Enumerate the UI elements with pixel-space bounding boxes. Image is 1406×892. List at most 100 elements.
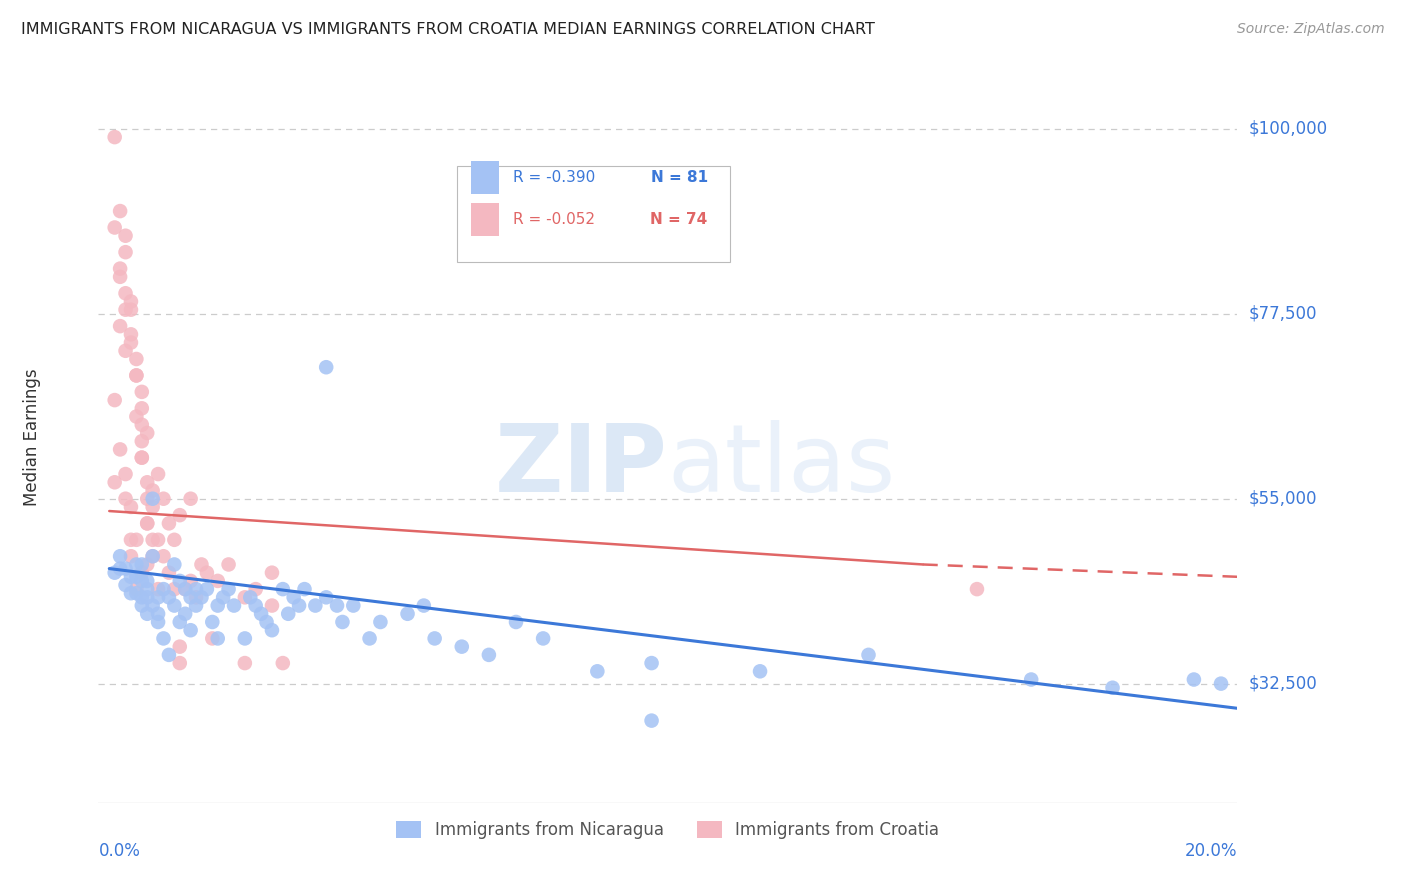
Point [131,384,153,399]
Point [294,582,316,596]
Point [104,393,127,408]
Point [114,302,136,317]
Point [412,599,434,613]
Point [169,656,191,670]
Point [190,591,212,605]
Point [108,269,131,284]
Point [332,615,354,629]
Point [450,640,472,654]
Point [114,491,136,506]
Point [233,591,256,605]
Point [174,582,197,596]
Point [152,582,174,596]
Point [114,467,136,481]
Point [120,500,142,514]
Point [114,561,136,575]
Point [260,599,283,613]
Point [131,434,153,449]
Point [136,491,159,506]
Point [125,582,148,596]
Point [136,591,159,605]
Point [146,607,169,621]
Point [125,533,148,547]
Point [163,582,186,596]
Point [1209,676,1232,690]
Point [146,615,169,629]
Point [131,574,153,588]
Point [180,491,202,506]
Point [1019,673,1042,687]
Point [169,574,191,588]
Point [218,558,240,572]
Point [142,549,165,564]
Point [120,327,142,342]
Text: IMMIGRANTS FROM NICARAGUA VS IMMIGRANTS FROM CROATIA MEDIAN EARNINGS CORRELATION: IMMIGRANTS FROM NICARAGUA VS IMMIGRANTS … [21,22,875,37]
Point [271,582,294,596]
Point [136,425,159,440]
Point [245,599,267,613]
Point [201,615,224,629]
Point [104,475,127,490]
Point [131,401,153,416]
Point [326,599,349,613]
Point [146,591,169,605]
Point [207,574,229,588]
Point [288,599,311,613]
Point [169,508,191,523]
Point [640,656,662,670]
Point [152,491,174,506]
Point [239,591,262,605]
Point [125,586,148,600]
Point [304,599,326,613]
Point [195,582,218,596]
Point [396,607,419,621]
Point [142,500,165,514]
Point [131,450,153,465]
Point [163,558,186,572]
Point [858,648,880,662]
Point [114,228,136,243]
Point [136,516,159,531]
Point [184,599,207,613]
Text: $32,500: $32,500 [1249,674,1317,692]
Point [260,566,283,580]
Point [131,450,153,465]
Text: $100,000: $100,000 [1249,120,1327,138]
Text: Median Earnings: Median Earnings [22,368,41,506]
Point [1101,681,1123,695]
Point [222,599,245,613]
Point [180,591,202,605]
Point [108,561,131,575]
Point [120,570,142,584]
Point [125,368,148,383]
Point [125,409,148,424]
Point [370,615,392,629]
Point [169,615,191,629]
Point [125,558,148,572]
Point [108,204,131,219]
Point [315,360,337,375]
Point [169,640,191,654]
Point [114,245,136,260]
Point [136,516,159,531]
Text: $55,000: $55,000 [1249,490,1317,508]
Text: 20.0%: 20.0% [1185,842,1237,860]
Point [120,549,142,564]
Point [749,665,772,679]
Point [146,533,169,547]
Point [271,656,294,670]
Point [131,558,153,572]
Point [146,582,169,596]
Point [966,582,988,596]
Point [359,632,381,646]
Point [233,656,256,670]
Point [104,566,127,580]
Point [256,615,278,629]
Point [114,578,136,592]
Point [142,483,165,498]
Point [125,570,148,584]
Point [131,591,153,605]
Point [218,582,240,596]
Text: N = 81: N = 81 [651,170,707,186]
Text: $77,500: $77,500 [1249,305,1317,323]
